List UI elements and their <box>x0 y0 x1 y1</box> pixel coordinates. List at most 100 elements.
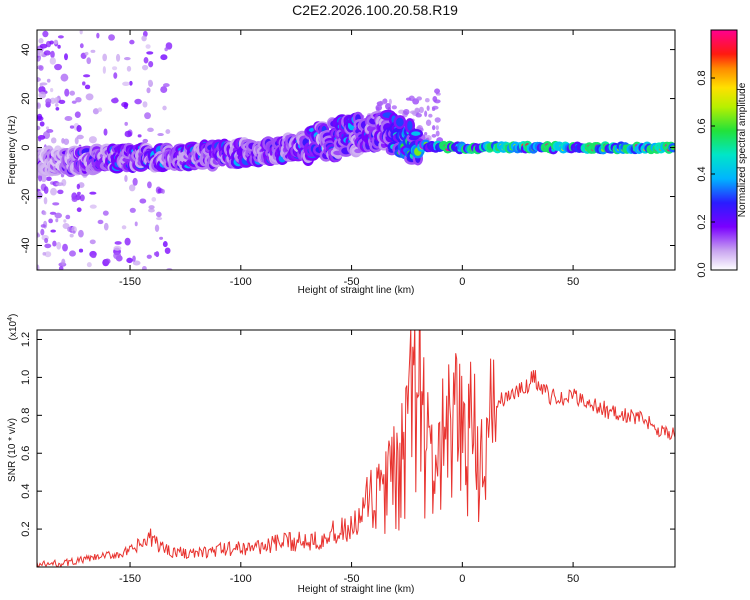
spectrogram-panel: -150 -100 -50 0 50 -40 -20 0 20 40 Height of str… <box>7 29 676 296</box>
heatmap-noise-speckle <box>76 134 84 140</box>
heatmap-noise-speckle <box>65 214 71 220</box>
heatmap-noise-speckle <box>38 91 47 99</box>
spectrogram-x-tick-label: 0 <box>459 276 465 288</box>
heatmap-noise-speckle <box>63 219 67 223</box>
heatmap-halo-speckle <box>434 88 441 94</box>
heatmap-noise-speckle <box>111 66 118 71</box>
heatmap-noise-speckle <box>37 264 40 270</box>
heatmap-noise-speckle <box>58 99 66 104</box>
heatmap-noise-speckle <box>49 40 54 45</box>
snr-y-multiplier: (x104) <box>7 314 19 341</box>
heatmap-noise-speckle <box>113 245 122 251</box>
snr-y-multiplier-exp: 4 <box>7 317 14 321</box>
heatmap-noise-speckle <box>76 191 81 196</box>
heatmap-noise-speckle <box>54 97 60 104</box>
heatmap-noise-speckle <box>85 93 94 101</box>
heatmap-noise-speckle <box>144 112 151 120</box>
heatmap-noise-speckle <box>147 127 154 133</box>
heatmap-halo-speckle <box>415 113 422 118</box>
snr-x-tick-label: -150 <box>119 573 141 585</box>
heatmap-noise-speckle <box>122 81 130 87</box>
heatmap-noise-speckle <box>55 182 64 187</box>
heatmap-noise-speckle <box>62 243 68 252</box>
heatmap-halo-speckle <box>402 108 410 116</box>
snr-y-ticks: 0.2 0.4 0.6 0.8 1.0 1.2 <box>20 332 675 537</box>
heatmap-noise-speckle <box>129 39 135 45</box>
heatmap-noise-speckle <box>69 125 75 129</box>
snr-y-tick-label: 0.6 <box>20 446 32 461</box>
heatmap-noise-speckle <box>89 204 97 209</box>
heatmap-noise-speckle <box>142 30 148 38</box>
heatmap-noise-speckle <box>64 115 73 122</box>
heatmap-noise-speckle <box>76 207 82 213</box>
heatmap-noise-speckle <box>38 174 43 182</box>
heatmap-noise-speckle <box>75 97 82 103</box>
heatmap-noise-speckle <box>132 177 138 186</box>
heatmap-noise-speckle <box>60 73 69 82</box>
snr-y-multiplier-base: (x10 <box>8 320 19 340</box>
heatmap-noise-speckle <box>44 243 52 249</box>
heatmap-noise-speckle <box>52 202 60 206</box>
heatmap-noise-speckle <box>52 240 57 247</box>
heatmap-noise-speckle <box>67 226 73 232</box>
colorbar-label: Normalized spectral amplitude <box>737 82 748 217</box>
heatmap-noise-speckle <box>38 38 44 44</box>
heatmap-halo-speckle <box>375 104 383 111</box>
snr-x-ticks: -150 -100 -50 0 50 <box>119 330 579 585</box>
heatmap-noise-speckle <box>37 233 41 238</box>
heatmap-noise-speckle <box>42 210 47 216</box>
figure-title: C2E2.2026.100.20.58.R19 <box>292 2 458 18</box>
snr-y-tick-label: 1.0 <box>20 370 32 385</box>
heatmap-noise-speckle <box>42 252 47 256</box>
heatmap-noise-speckle <box>71 196 78 202</box>
heatmap-noise-speckle <box>72 230 76 234</box>
heatmap-halo-speckle <box>409 110 417 115</box>
heatmap-noise-speckle <box>124 175 128 182</box>
heatmap-noise-speckle <box>113 97 119 102</box>
heatmap-noise-speckle <box>129 207 136 213</box>
heatmap-halo-speckle <box>424 132 428 136</box>
colorbar-tick-label: 0.2 <box>696 214 708 229</box>
heatmap-noise-speckle <box>151 197 157 202</box>
heatmap-noise-speckle <box>78 229 84 238</box>
heatmap-noise-speckle <box>63 138 70 145</box>
heatmap-noise-speckle <box>108 34 115 41</box>
heatmap-noise-speckle <box>132 260 141 266</box>
spectrogram-y-axis-title: Frequency (Hz) <box>7 116 18 185</box>
heatmap-noise-speckle <box>156 217 163 221</box>
heatmap-noise-speckle <box>55 106 60 111</box>
heatmap-noise-speckle <box>90 254 97 259</box>
heatmap-noise-speckle <box>134 221 138 227</box>
heatmap-noise-speckle <box>61 258 66 266</box>
heatmap-noise-speckle <box>48 218 53 224</box>
snr-plot-area <box>37 330 675 567</box>
heatmap-noise-speckle <box>148 208 155 213</box>
heatmap-noise-speckle <box>39 83 43 87</box>
heatmap-halo-speckle <box>391 105 397 110</box>
heatmap-halo-speckle <box>378 100 383 107</box>
heatmap-noise-speckle <box>143 57 149 64</box>
heatmap-noise-speckle <box>74 137 79 145</box>
colorbar-ticks: 0.0 0.2 0.4 0.6 0.8 <box>696 70 715 278</box>
heatmap-noise-speckle <box>160 86 168 94</box>
snr-x-axis-title: Height of straight line (km) <box>298 584 415 595</box>
heatmap-noise-speckle <box>76 125 82 133</box>
heatmap-noise-speckle <box>50 50 55 59</box>
heatmap-noise-speckle <box>69 90 75 96</box>
heatmap-noise-speckle <box>43 186 49 194</box>
heatmap-halo-speckle <box>431 125 436 131</box>
snr-x-tick-label: -100 <box>230 573 252 585</box>
snr-y-axis-title: SNR (10 * v/v) <box>7 418 18 482</box>
snr-frame <box>36 329 676 568</box>
heatmap-halo-speckle <box>418 106 424 113</box>
heatmap-ridge-cell <box>396 117 404 127</box>
heatmap-noise-speckle <box>124 56 131 61</box>
heatmap-halo-speckle <box>408 95 415 102</box>
heatmap-noise-speckle <box>154 224 160 232</box>
heatmap-noise-speckle <box>102 210 109 216</box>
heatmap-halo-speckle <box>433 99 441 104</box>
heatmap-noise-speckle <box>145 44 151 49</box>
heatmap-noise-speckle <box>69 233 74 238</box>
heatmap-noise-speckle <box>104 258 111 265</box>
